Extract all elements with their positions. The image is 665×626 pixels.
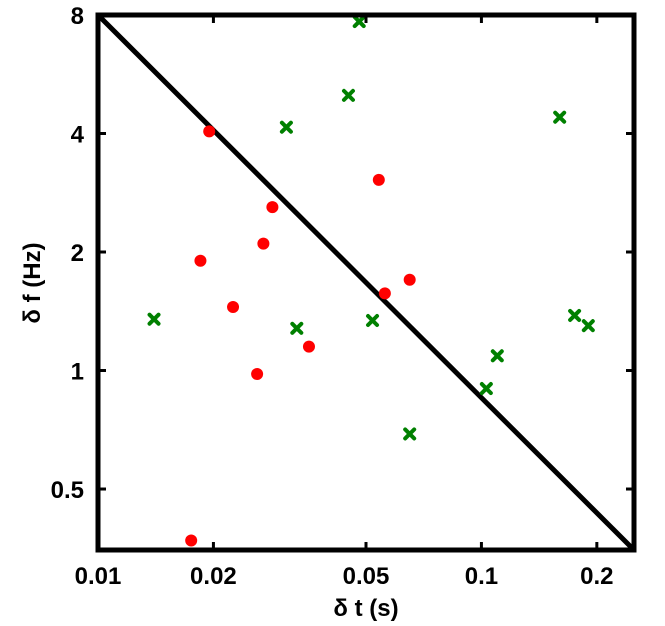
- y-tick-label: 2: [71, 240, 84, 267]
- data-point-x: [403, 427, 417, 441]
- data-point-x: [490, 349, 504, 363]
- data-point-circle: [251, 367, 264, 380]
- data-point-circle: [194, 254, 207, 267]
- data-point-circle: [302, 340, 315, 353]
- y-tick-label: 0.5: [51, 477, 84, 504]
- data-point-circle: [378, 287, 391, 300]
- data-point-x: [479, 382, 493, 396]
- x-axis-label: δ t (s): [333, 595, 398, 622]
- data-point-circle: [257, 237, 270, 250]
- data-point-x: [553, 110, 567, 124]
- data-point-x: [279, 120, 293, 134]
- x-tick-label: 0.02: [190, 563, 237, 590]
- y-axis-label: δ f (Hz): [19, 242, 46, 323]
- y-tick-label: 1: [71, 359, 84, 386]
- data-point-x: [290, 321, 304, 335]
- y-tick-label: 8: [71, 3, 84, 30]
- data-point-circle: [203, 125, 216, 138]
- x-tick-label: 0.01: [75, 563, 122, 590]
- data-point-x: [352, 15, 366, 29]
- data-point-circle: [185, 534, 198, 547]
- data-point-circle: [403, 273, 416, 286]
- y-tick-label: 4: [71, 122, 85, 149]
- data-point-x: [568, 308, 582, 322]
- x-tick-label: 0.05: [343, 563, 390, 590]
- data-point-x: [366, 313, 380, 327]
- data-point-circle: [227, 300, 240, 313]
- data-point-x: [581, 319, 595, 333]
- data-point-circle: [372, 173, 385, 186]
- data-point-x: [147, 312, 161, 326]
- data-point-x: [341, 88, 355, 102]
- reference-line: [96, 13, 636, 552]
- x-tick-label: 0.1: [465, 563, 498, 590]
- x-tick-label: 0.2: [580, 563, 613, 590]
- data-point-circle: [266, 201, 279, 214]
